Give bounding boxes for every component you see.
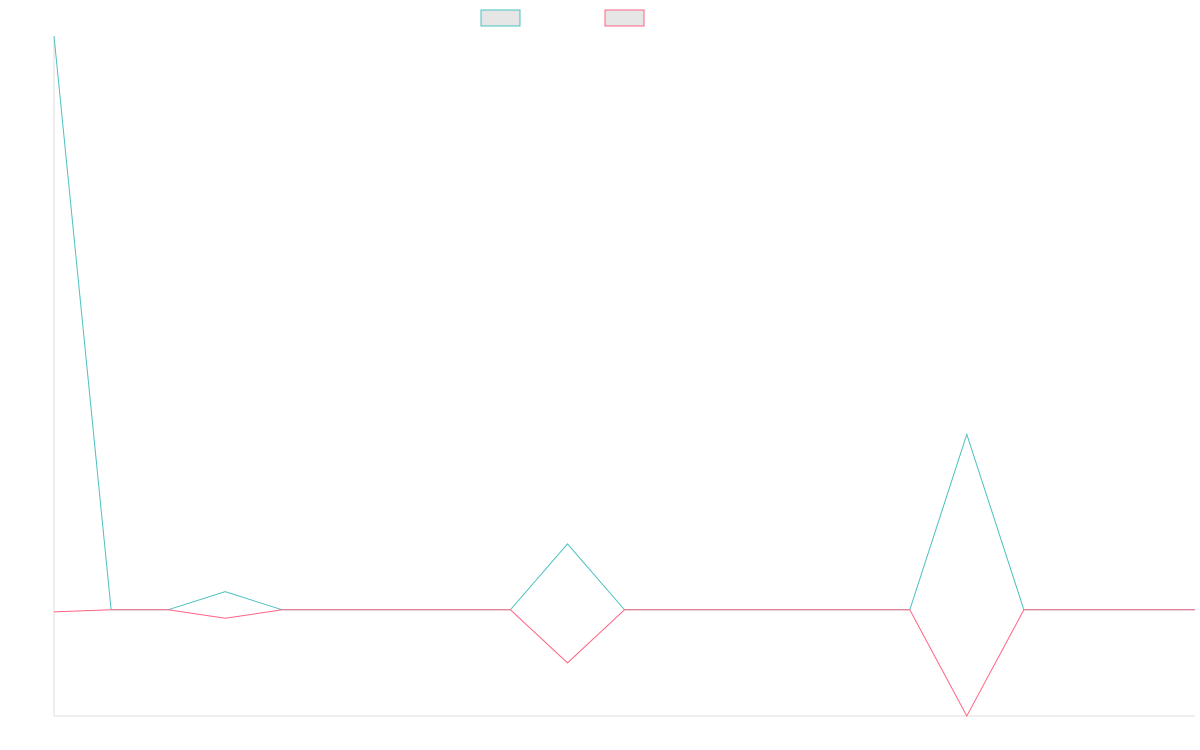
axes xyxy=(53,36,1195,717)
legend xyxy=(480,9,645,27)
series-line-2 xyxy=(53,609,1195,718)
legend-swatch-series-1 xyxy=(480,9,521,27)
series-lines xyxy=(53,35,1195,718)
series-line-1 xyxy=(53,35,1195,611)
legend-swatch-series-2 xyxy=(604,9,645,27)
